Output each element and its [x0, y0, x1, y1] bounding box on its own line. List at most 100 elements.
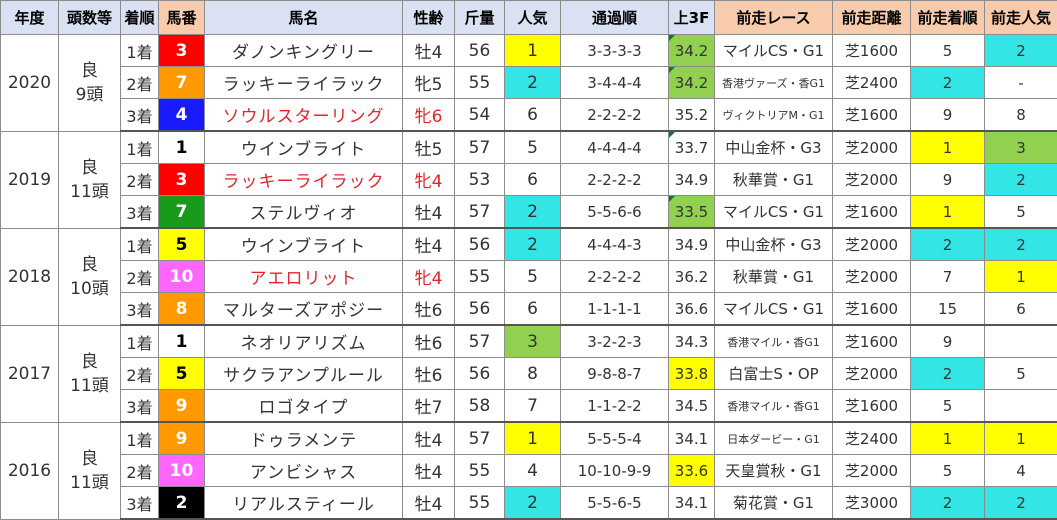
sex-age: 牡4: [403, 35, 455, 67]
weight: 56: [455, 293, 505, 326]
prev-popularity: [985, 390, 1057, 423]
passing-order: 1-1-1-1: [561, 293, 669, 326]
prev-rank: 2: [911, 487, 985, 520]
prev-popularity: 6: [985, 293, 1057, 326]
track-condition: 良: [59, 59, 120, 83]
sex-age: 牡4: [403, 487, 455, 520]
weight: 58: [455, 390, 505, 423]
prev-popularity: [985, 325, 1057, 358]
horse-number: 3: [159, 35, 205, 67]
prev-rank: 9: [911, 325, 985, 358]
year-cell: 2019: [1, 131, 59, 228]
last-3f: 33.7: [669, 131, 715, 164]
horse-name: アエロリット: [205, 261, 403, 293]
prev-race: 秋華賞・G1: [715, 164, 833, 196]
header-year: 年度: [1, 1, 59, 35]
horse-name: ドゥラメンテ: [205, 422, 403, 455]
sex-age: 牡4: [403, 422, 455, 455]
prev-distance: 芝1600: [833, 325, 911, 358]
passing-order: 2-2-2-2: [561, 99, 669, 132]
horse-number: 9: [159, 422, 205, 455]
prev-rank: 5: [911, 390, 985, 423]
finish-rank: 1着: [121, 422, 159, 455]
sex-age: 牡7: [403, 390, 455, 423]
horse-name: ウインブライト: [205, 131, 403, 164]
weight: 57: [455, 422, 505, 455]
header-prev-rank: 前走着順: [911, 1, 985, 35]
horse-name: マルターズアポジー: [205, 293, 403, 326]
prev-popularity: 5: [985, 358, 1057, 390]
prev-popularity: 2: [985, 35, 1057, 67]
header-row: 年度 頭数等 着順 馬番 馬名 性齢 斤量 人気 通過順 上3F 前走レース 前…: [1, 1, 1057, 35]
prev-rank: 1: [911, 422, 985, 455]
finish-rank: 3着: [121, 196, 159, 229]
prev-race: ヴィクトリアM・G1: [715, 99, 833, 132]
track-condition: 良: [59, 447, 120, 471]
weight: 55: [455, 261, 505, 293]
prev-popularity: 4: [985, 455, 1057, 487]
horse-name: リアルスティール: [205, 487, 403, 520]
last-3f: 34.2: [669, 67, 715, 99]
passing-order: 2-2-2-2: [561, 164, 669, 196]
finish-rank: 1着: [121, 131, 159, 164]
prev-distance: 芝1600: [833, 196, 911, 229]
prev-distance: 芝3000: [833, 487, 911, 520]
prev-popularity: 2: [985, 228, 1057, 261]
prev-rank: 5: [911, 455, 985, 487]
header-prev-race: 前走レース: [715, 1, 833, 35]
finish-rank: 3着: [121, 487, 159, 520]
prev-popularity: 2: [985, 164, 1057, 196]
prev-popularity: -: [985, 67, 1057, 99]
sex-age: 牝6: [403, 99, 455, 132]
sex-age: 牡4: [403, 196, 455, 229]
prev-race: 香港マイル・香G1: [715, 325, 833, 358]
header-passing: 通過順: [561, 1, 669, 35]
sex-age: 牝4: [403, 261, 455, 293]
horse-number: 9: [159, 390, 205, 423]
weight: 57: [455, 325, 505, 358]
sex-age: 牡5: [403, 131, 455, 164]
horse-number: 10: [159, 455, 205, 487]
field-size: 11頭: [59, 471, 120, 495]
header-rank: 着順: [121, 1, 159, 35]
popularity: 1: [505, 422, 561, 455]
prev-race: 秋華賞・G1: [715, 261, 833, 293]
prev-rank: 5: [911, 35, 985, 67]
sex-age: 牡6: [403, 325, 455, 358]
prev-distance: 芝2000: [833, 131, 911, 164]
weight: 56: [455, 35, 505, 67]
prev-distance: 芝1600: [833, 35, 911, 67]
passing-order: 10-10-9-9: [561, 455, 669, 487]
weight: 55: [455, 487, 505, 520]
header-sex-age: 性齢: [403, 1, 455, 35]
sex-age: 牡6: [403, 358, 455, 390]
passing-order: 3-3-3-3: [561, 35, 669, 67]
weight: 57: [455, 131, 505, 164]
horse-number: 4: [159, 99, 205, 132]
track-condition: 良: [59, 156, 120, 180]
horse-number: 10: [159, 261, 205, 293]
horse-name: ロゴタイプ: [205, 390, 403, 423]
last-3f: 35.2: [669, 99, 715, 132]
popularity: 4: [505, 455, 561, 487]
popularity: 2: [505, 487, 561, 520]
prev-distance: 芝1600: [833, 293, 911, 326]
finish-rank: 2着: [121, 455, 159, 487]
prev-popularity: 1: [985, 422, 1057, 455]
horse-number: 2: [159, 487, 205, 520]
track-condition: 良: [59, 253, 120, 277]
header-prev-distance: 前走距離: [833, 1, 911, 35]
